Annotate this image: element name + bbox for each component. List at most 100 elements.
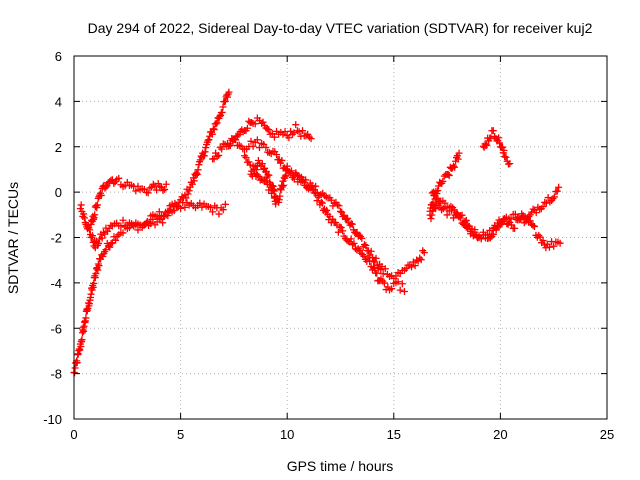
- data-point: [455, 149, 463, 157]
- data-point: [182, 194, 190, 202]
- data-point: [348, 220, 356, 228]
- data-point: [193, 170, 201, 178]
- data-point: [503, 220, 511, 228]
- data-point: [411, 262, 419, 270]
- x-tick-label: 5: [177, 427, 184, 442]
- x-tick-label: 10: [280, 427, 294, 442]
- data-point: [500, 146, 508, 154]
- series-track-k: [247, 157, 280, 208]
- data-point: [529, 222, 537, 230]
- data-point: [360, 252, 368, 260]
- data-point: [145, 218, 153, 226]
- data-point: [366, 257, 374, 265]
- series-track-a: [70, 88, 233, 377]
- data-point: [255, 144, 263, 152]
- x-axis-title: GPS time / hours: [287, 458, 394, 474]
- data-point: [153, 186, 161, 194]
- data-point: [339, 227, 347, 235]
- data-point: [115, 174, 123, 182]
- x-tick-label: 25: [600, 427, 614, 442]
- data-point: [292, 121, 300, 129]
- data-point: [253, 171, 261, 179]
- data-point: [119, 229, 127, 237]
- data-point: [259, 118, 267, 126]
- series-track-e: [209, 135, 428, 282]
- data-point: [132, 187, 140, 195]
- data-point: [439, 177, 447, 185]
- data-point: [445, 172, 453, 180]
- data-point: [98, 234, 106, 242]
- data-point: [221, 200, 229, 208]
- data-point: [529, 205, 537, 213]
- data-point: [492, 225, 500, 233]
- data-point: [553, 187, 561, 195]
- data-point: [242, 153, 250, 161]
- data-point: [381, 265, 389, 273]
- data-point: [235, 131, 243, 139]
- data-point: [265, 149, 273, 157]
- data-point: [93, 201, 101, 209]
- data-point: [102, 245, 110, 253]
- data-point: [417, 256, 425, 264]
- data-point: [82, 314, 90, 322]
- data-point: [159, 187, 167, 195]
- data-point: [496, 139, 504, 147]
- data-point: [431, 204, 439, 212]
- data-point: [213, 153, 221, 161]
- data-point: [295, 172, 303, 180]
- data-point: [336, 223, 344, 231]
- data-point: [285, 134, 293, 142]
- data-point: [161, 185, 169, 193]
- data-point: [209, 125, 217, 133]
- data-point: [464, 221, 472, 229]
- data-point: [483, 141, 491, 149]
- data-point: [307, 184, 315, 192]
- x-tick-label: 20: [493, 427, 507, 442]
- data-point: [164, 207, 172, 215]
- data-point: [200, 152, 208, 160]
- data-point: [233, 132, 241, 140]
- data-point: [314, 193, 322, 201]
- data-point: [209, 208, 217, 216]
- data-point: [194, 166, 202, 174]
- chart-title: Day 294 of 2022, Sidereal Day-to-day VTE…: [88, 20, 593, 36]
- data-point: [372, 254, 380, 262]
- data-point: [91, 211, 99, 219]
- data-point: [195, 161, 203, 169]
- y-tick-label: 0: [55, 185, 62, 200]
- data-point: [251, 120, 259, 128]
- series-track-b: [76, 199, 229, 252]
- data-point: [447, 202, 455, 210]
- data-point: [414, 257, 422, 265]
- data-point: [394, 278, 402, 286]
- data-point: [160, 212, 168, 220]
- data-point: [335, 202, 343, 210]
- data-point: [94, 266, 102, 274]
- data-point: [113, 232, 121, 240]
- data-point: [73, 359, 81, 367]
- data-point: [362, 241, 370, 249]
- data-point: [278, 156, 286, 164]
- data-point: [196, 199, 204, 207]
- data-point: [226, 142, 234, 150]
- data-point: [539, 237, 547, 245]
- data-point: [542, 199, 550, 207]
- data-point: [522, 217, 530, 225]
- data-point: [469, 231, 477, 239]
- series-track-i: [428, 183, 563, 242]
- data-point: [439, 205, 447, 213]
- data-point: [309, 185, 317, 193]
- data-point: [249, 142, 257, 150]
- data-point: [168, 200, 176, 208]
- data-point: [511, 210, 519, 218]
- data-point: [349, 241, 357, 249]
- y-tick-label: -2: [50, 231, 62, 246]
- data-point: [358, 234, 366, 242]
- data-point: [162, 180, 170, 188]
- data-point: [253, 136, 261, 144]
- data-point: [87, 290, 95, 298]
- data-point: [370, 264, 378, 272]
- data-point: [312, 189, 320, 197]
- data-point: [86, 226, 94, 234]
- data-point: [95, 239, 103, 247]
